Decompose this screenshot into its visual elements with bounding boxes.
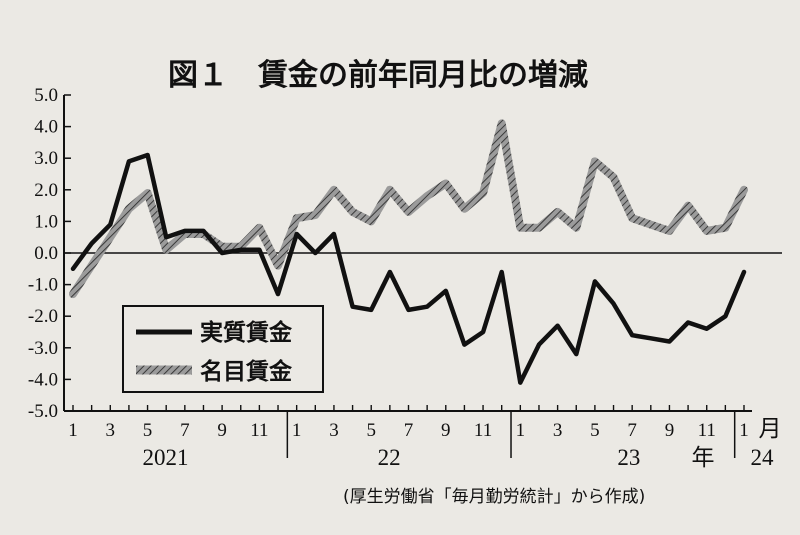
x-tick-label: 11 [698,420,716,441]
x-tick-label: 9 [441,420,451,441]
x-tick-label: 7 [627,420,637,441]
year-label: 2021 [143,445,189,470]
year-label: 23 [617,445,640,470]
x-tick-label: 7 [180,420,190,441]
chart-axes: 5.0 4.0 3.0 2.0 1.0 0.0 -1.0 -2.0 -3.0 -4.0 -5.0 1 3… [28,85,782,470]
y-tick-label: -2.0 [28,306,58,327]
x-tick-label: 9 [665,420,675,441]
y-tick-label: 1.0 [34,211,58,232]
legend-label-nominal-wage: 名目賃金 [200,358,293,385]
y-tick-label: 4.0 [34,117,58,138]
series-line-nominal-wage [69,119,748,299]
y-tick-label: -3.0 [28,338,58,359]
x-tick-label: 3 [329,420,339,441]
x-tick-label: 11 [250,420,268,441]
x-tick-label: 5 [590,420,600,441]
y-tick-label: 0.0 [34,243,58,264]
x-tick-label: 9 [217,420,227,441]
source-note: (厚生労働省「毎月勤労統計」から作成) [343,487,645,507]
series-layer [69,119,748,385]
x-month-suffix: 月 [759,416,782,441]
x-tick-label: 5 [366,420,376,441]
y-tick-label: -4.0 [28,369,58,390]
x-tick-label: 5 [143,420,153,441]
year-label: 年 [691,445,714,470]
legend-box [122,305,324,393]
x-tick-label: 1 [68,420,78,441]
x-tick-label: 3 [553,420,563,441]
chart-legend: 実質賃金 名目賃金 [122,305,324,393]
x-tick-label: 1 [516,420,526,441]
x-tick-label: 7 [404,420,414,441]
year-label: 24 [751,445,775,470]
y-tick-label: -1.0 [28,275,58,296]
y-tick-label: 2.0 [34,180,58,201]
series-line-real-wage [70,152,747,385]
chart-title: 図１ 賃金の前年同月比の増減 [168,58,588,93]
year-label: 22 [378,445,401,470]
y-tick-label: -5.0 [28,401,58,422]
x-tick-label: 1 [292,420,302,441]
x-tick-label: 1 [739,420,749,441]
y-tick-label: 3.0 [34,148,58,169]
x-tick-label: 11 [474,420,492,441]
x-tick-label: 3 [106,420,116,441]
y-tick-label: 5.0 [34,85,58,106]
legend-label-real-wage: 実質賃金 [200,319,293,346]
